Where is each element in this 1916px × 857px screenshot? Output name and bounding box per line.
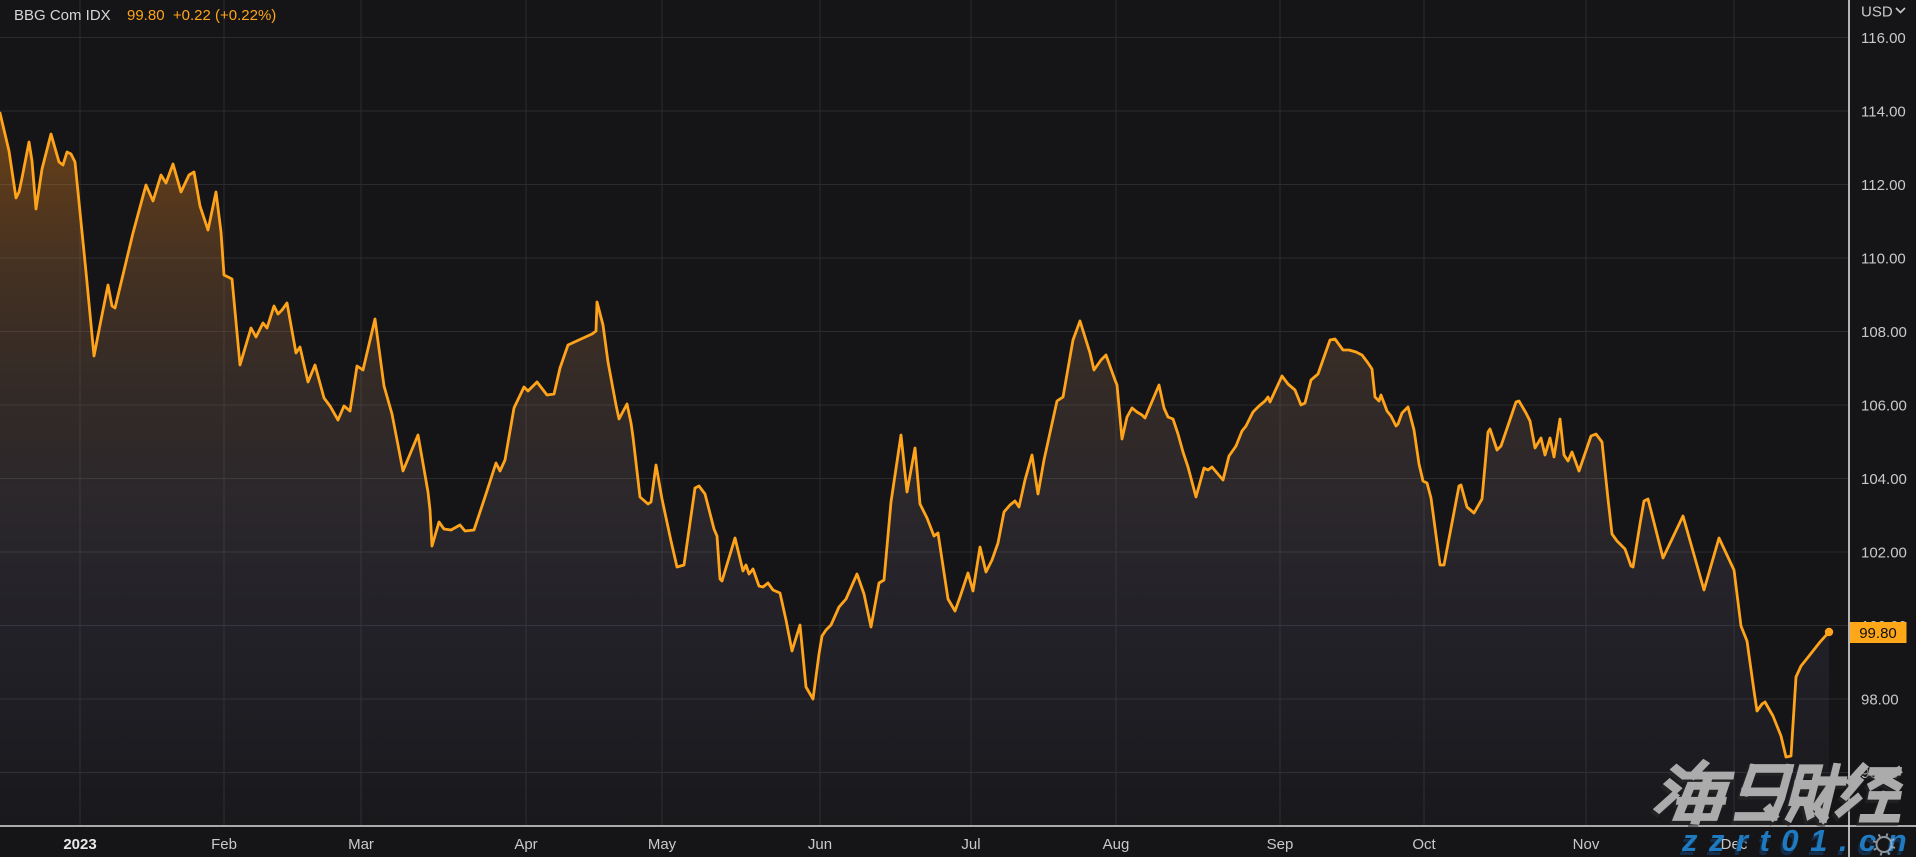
svg-text:102.00: 102.00 xyxy=(1861,545,1907,562)
svg-text:99.80 +0.22 (+0.22%): 99.80 +0.22 (+0.22%) xyxy=(127,7,276,24)
svg-text:106.00: 106.00 xyxy=(1861,398,1907,415)
svg-text:98.00: 98.00 xyxy=(1861,692,1899,709)
svg-text:Oct: Oct xyxy=(1412,836,1436,853)
svg-text:USD: USD xyxy=(1861,4,1893,21)
svg-text:116.00: 116.00 xyxy=(1861,30,1906,47)
svg-text:Aug: Aug xyxy=(1103,836,1130,853)
svg-text:114.00: 114.00 xyxy=(1861,104,1906,121)
svg-text:Dec: Dec xyxy=(1721,836,1748,853)
svg-text:BBG Com IDX: BBG Com IDX xyxy=(14,7,111,24)
svg-text:108.00: 108.00 xyxy=(1861,324,1907,341)
svg-text:104.00: 104.00 xyxy=(1861,471,1907,488)
svg-text:Jun: Jun xyxy=(808,836,832,853)
svg-text:112.00: 112.00 xyxy=(1861,177,1906,194)
svg-text:2023: 2023 xyxy=(63,836,96,853)
svg-text:Nov: Nov xyxy=(1573,836,1600,853)
svg-text:Sep: Sep xyxy=(1267,836,1294,853)
svg-text:zzrt01.cn: zzrt01.cn xyxy=(1681,823,1916,857)
svg-text:99.80: 99.80 xyxy=(1859,625,1897,642)
svg-text:Jul: Jul xyxy=(961,836,980,853)
svg-text:Feb: Feb xyxy=(211,836,237,853)
svg-text:110.00: 110.00 xyxy=(1861,251,1906,268)
svg-text:Apr: Apr xyxy=(514,836,537,853)
svg-text:zzrt01.cn: zzrt01.cn xyxy=(1679,827,1916,857)
svg-text:Mar: Mar xyxy=(348,836,374,853)
svg-text:May: May xyxy=(648,836,677,853)
